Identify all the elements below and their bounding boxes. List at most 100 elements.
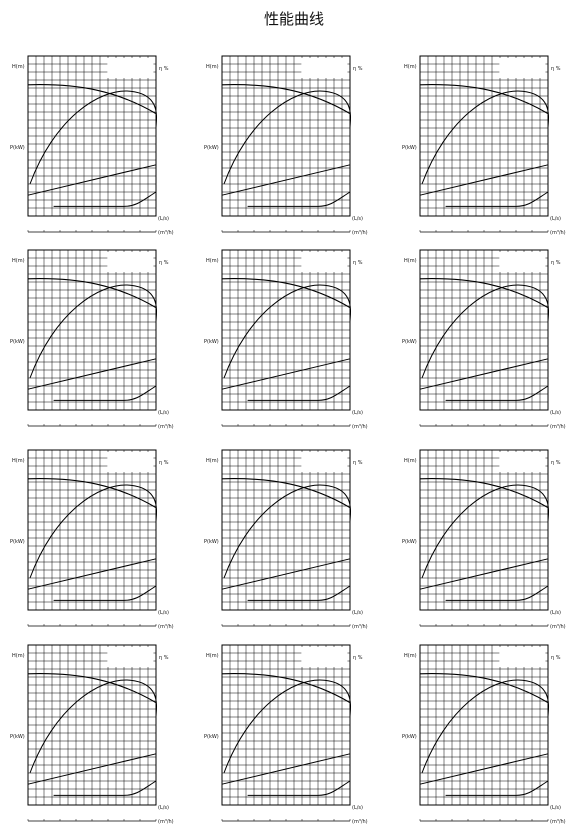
power-label: P(kW) <box>204 539 219 545</box>
head-label: H(m) <box>12 258 25 264</box>
power-curve <box>419 753 549 785</box>
performance-chart: H(m) P(kW) η % (L/s) (m³/h) <box>402 249 566 430</box>
efficiency-label: η % <box>353 66 363 72</box>
model-box <box>499 647 546 667</box>
flow-unit: (m³/h) <box>158 230 174 236</box>
head-curve <box>419 84 549 115</box>
npsh-curve <box>53 780 157 796</box>
npsh-curve <box>247 191 351 207</box>
npsh-curve <box>247 585 351 601</box>
model-box <box>107 452 154 472</box>
flow-unit2: (L/s) <box>158 610 169 616</box>
power-curve <box>221 753 351 785</box>
flow-unit2: (L/s) <box>158 410 169 416</box>
power-curve <box>221 164 351 196</box>
power-label: P(kW) <box>402 539 417 545</box>
model-box <box>499 58 546 78</box>
efficiency-label: η % <box>159 66 169 72</box>
performance-chart: H(m) P(kW) η % (L/s) (m³/h) <box>10 55 174 236</box>
efficiency-curve <box>223 90 351 185</box>
power-curve <box>27 753 157 785</box>
power-curve <box>27 358 157 390</box>
flow-unit: (m³/h) <box>550 624 566 630</box>
flow-unit2: (L/s) <box>352 410 363 416</box>
npsh-curve <box>53 385 157 401</box>
flow-unit: (m³/h) <box>550 424 566 430</box>
efficiency-label: η % <box>551 66 561 72</box>
head-curve <box>419 673 549 704</box>
flow-unit2: (L/s) <box>352 610 363 616</box>
head-label: H(m) <box>404 64 417 70</box>
head-curve <box>27 673 157 704</box>
head-curve <box>221 84 351 115</box>
performance-chart: H(m) P(kW) η % (L/s) (m³/h) <box>204 644 368 825</box>
performance-chart: H(m) P(kW) η % (L/s) (m³/h) <box>204 55 368 236</box>
npsh-curve <box>247 780 351 796</box>
performance-chart: H(m) P(kW) η % (L/s) (m³/h) <box>402 449 566 630</box>
efficiency-curve <box>223 484 351 579</box>
head-label: H(m) <box>206 64 219 70</box>
power-label: P(kW) <box>10 734 25 740</box>
head-label: H(m) <box>404 653 417 659</box>
power-curve <box>221 358 351 390</box>
efficiency-curve <box>29 679 157 774</box>
efficiency-curve <box>29 90 157 185</box>
performance-chart: H(m) P(kW) η % (L/s) (m³/h) <box>10 644 174 825</box>
model-box <box>107 647 154 667</box>
model-box <box>301 58 348 78</box>
power-curve <box>419 558 549 590</box>
model-box <box>499 252 546 272</box>
head-curve <box>27 84 157 115</box>
head-label: H(m) <box>12 653 25 659</box>
efficiency-curve <box>29 484 157 579</box>
flow-unit2: (L/s) <box>550 410 561 416</box>
npsh-curve <box>445 385 549 401</box>
power-label: P(kW) <box>204 339 219 345</box>
efficiency-label: η % <box>551 655 561 661</box>
head-curve <box>27 278 157 309</box>
head-label: H(m) <box>206 458 219 464</box>
model-box <box>107 58 154 78</box>
flow-unit: (m³/h) <box>158 424 174 430</box>
efficiency-curve <box>223 284 351 379</box>
power-curve <box>27 164 157 196</box>
performance-chart: H(m) P(kW) η % (L/s) (m³/h) <box>402 644 566 825</box>
power-curve <box>221 558 351 590</box>
head-curve <box>221 673 351 704</box>
head-label: H(m) <box>12 64 25 70</box>
flow-unit: (m³/h) <box>550 819 566 824</box>
power-label: P(kW) <box>204 734 219 740</box>
page-title: 性能曲线 <box>264 10 324 28</box>
power-label: P(kW) <box>204 145 219 151</box>
efficiency-label: η % <box>551 260 561 266</box>
model-box <box>301 452 348 472</box>
head-label: H(m) <box>12 458 25 464</box>
model-box <box>499 452 546 472</box>
efficiency-curve <box>421 284 549 379</box>
power-label: P(kW) <box>402 734 417 740</box>
flow-unit: (m³/h) <box>352 819 368 824</box>
power-label: P(kW) <box>402 145 417 151</box>
power-label: P(kW) <box>402 339 417 345</box>
model-box <box>301 647 348 667</box>
efficiency-label: η % <box>551 460 561 466</box>
model-box <box>107 252 154 272</box>
npsh-curve <box>445 585 549 601</box>
efficiency-label: η % <box>353 655 363 661</box>
flow-unit: (m³/h) <box>352 424 368 430</box>
power-label: P(kW) <box>10 339 25 345</box>
flow-unit2: (L/s) <box>352 805 363 811</box>
flow-unit2: (L/s) <box>158 805 169 811</box>
head-curve <box>419 478 549 509</box>
flow-unit: (m³/h) <box>158 819 174 824</box>
performance-chart: H(m) P(kW) η % (L/s) (m³/h) <box>10 249 174 430</box>
efficiency-label: η % <box>353 460 363 466</box>
npsh-curve <box>445 191 549 207</box>
head-curve <box>419 278 549 309</box>
head-curve <box>27 478 157 509</box>
efficiency-curve <box>223 679 351 774</box>
performance-chart: H(m) P(kW) η % (L/s) (m³/h) <box>204 449 368 630</box>
power-curve <box>27 558 157 590</box>
